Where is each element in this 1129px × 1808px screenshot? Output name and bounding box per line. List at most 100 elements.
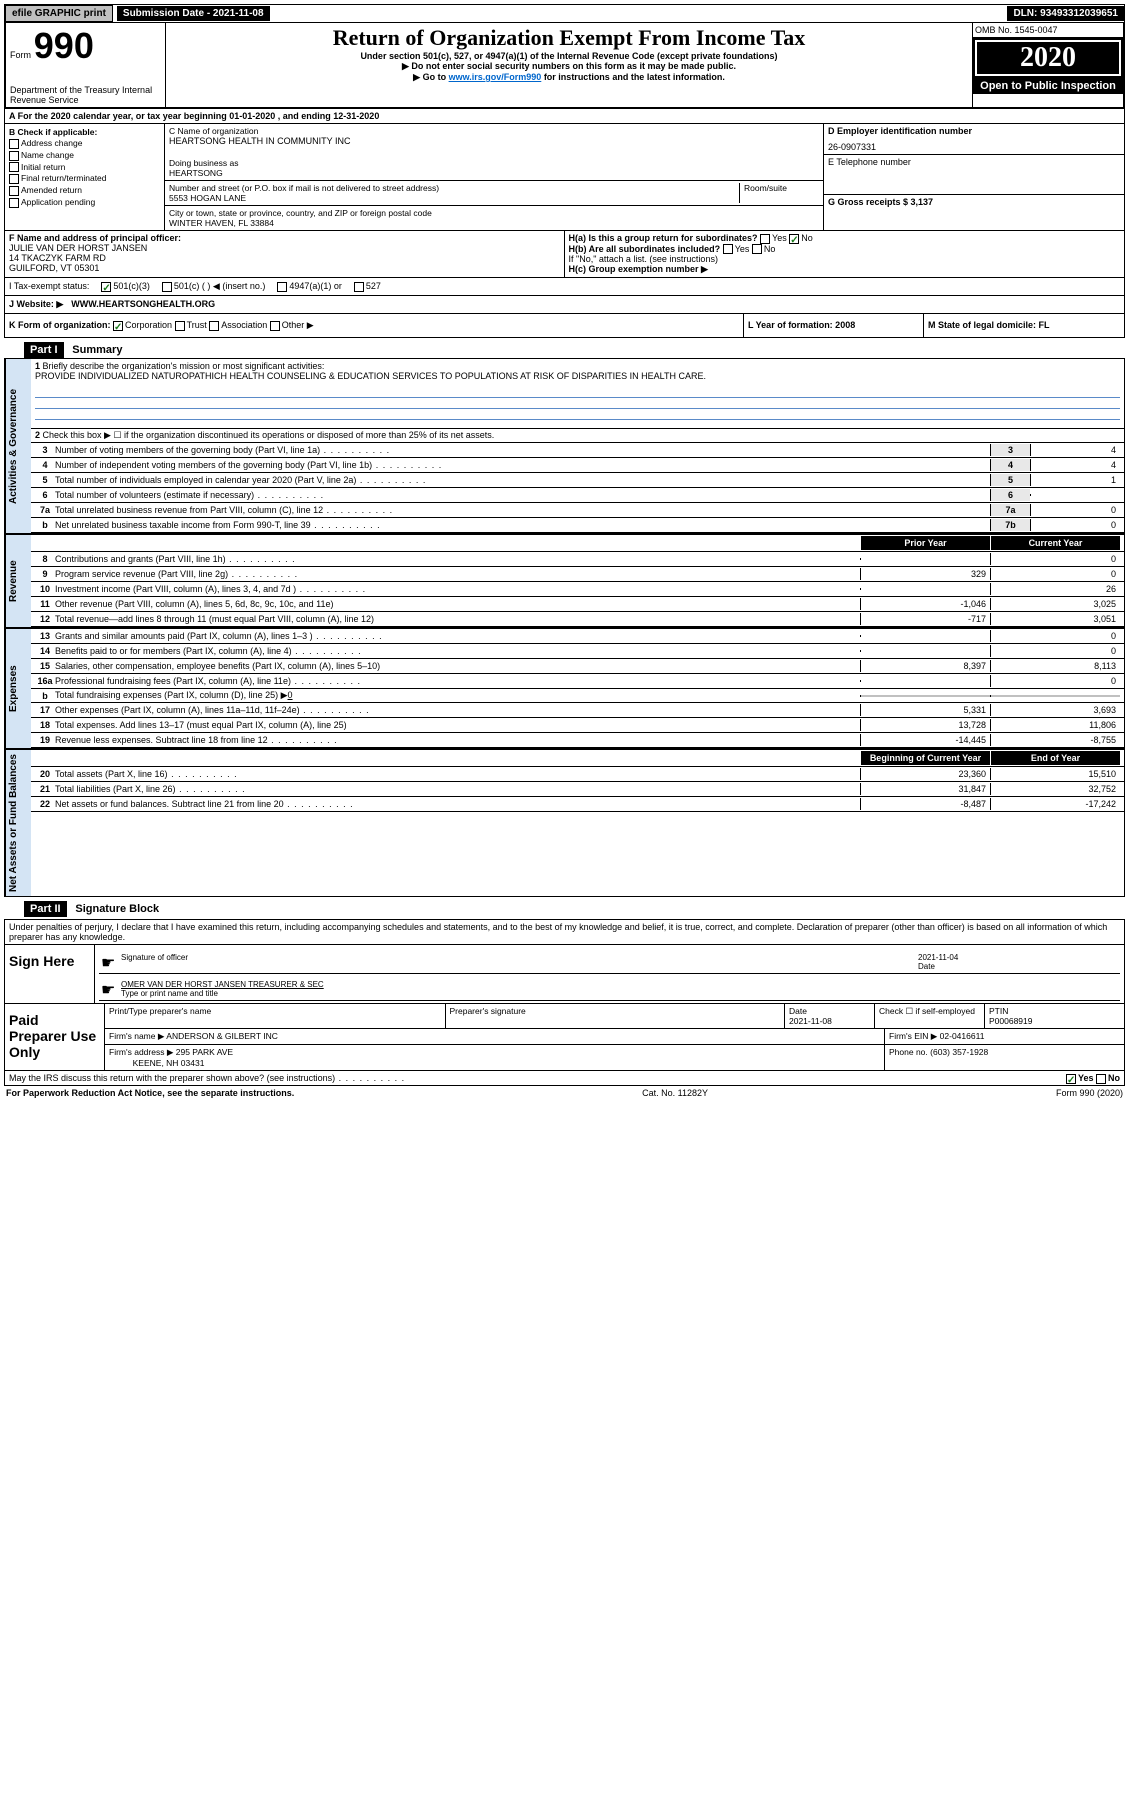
l19-current: -8,755 bbox=[990, 734, 1120, 746]
other-label: Other ▶ bbox=[282, 320, 314, 330]
firm-addr-label: Firm's address ▶ bbox=[109, 1047, 173, 1057]
discuss-no-checkbox[interactable] bbox=[1096, 1074, 1106, 1084]
l21-prior: 31,847 bbox=[860, 783, 990, 795]
prep-date-label: Date bbox=[789, 1006, 807, 1016]
l9-label: Program service revenue (Part VIII, line… bbox=[55, 569, 860, 579]
l2-text: Check this box ▶ ☐ if the organization d… bbox=[43, 430, 495, 440]
l15-label: Salaries, other compensation, employee b… bbox=[55, 661, 860, 671]
l15-current: 8,113 bbox=[990, 660, 1120, 672]
end-year-hdr: End of Year bbox=[990, 751, 1120, 765]
l18-prior: 13,728 bbox=[860, 719, 990, 731]
sig-officer-label: Signature of officer bbox=[121, 953, 918, 973]
amended-return-checkbox[interactable] bbox=[9, 186, 19, 196]
l19-prior: -14,445 bbox=[860, 734, 990, 746]
paperwork-notice: For Paperwork Reduction Act Notice, see … bbox=[6, 1088, 294, 1098]
hb-yes-checkbox[interactable] bbox=[723, 244, 733, 254]
initial-return-checkbox[interactable] bbox=[9, 162, 19, 172]
firm-addr2: KEENE, NH 03431 bbox=[133, 1058, 205, 1068]
expenses-section: Expenses 13Grants and similar amounts pa… bbox=[4, 628, 1125, 749]
part1-header: Part I bbox=[24, 342, 64, 358]
firm-name-label: Firm's name ▶ bbox=[109, 1031, 164, 1041]
b-label: B Check if applicable: bbox=[9, 127, 97, 137]
name-change-checkbox[interactable] bbox=[9, 151, 19, 161]
other-checkbox[interactable] bbox=[270, 321, 280, 331]
type-name-label: Type or print name and title bbox=[121, 989, 218, 998]
ha-yes-label: Yes bbox=[772, 233, 787, 243]
gov-tab: Activities & Governance bbox=[5, 359, 31, 533]
ha-no-checkbox[interactable] bbox=[789, 234, 799, 244]
exp-tab: Expenses bbox=[5, 629, 31, 748]
l4-value: 4 bbox=[1030, 459, 1120, 471]
address-change-label: Address change bbox=[21, 138, 82, 148]
l16a-prior bbox=[860, 680, 990, 682]
l8-prior bbox=[860, 558, 990, 560]
501c3-checkbox[interactable] bbox=[101, 282, 111, 292]
net-tab: Net Assets or Fund Balances bbox=[5, 750, 31, 896]
form-number: 990 bbox=[34, 25, 94, 66]
phone-value: (603) 357-1928 bbox=[930, 1047, 988, 1057]
hb-no-checkbox[interactable] bbox=[752, 244, 762, 254]
form-footer: Form 990 (2020) bbox=[1056, 1088, 1123, 1098]
l20-current: 15,510 bbox=[990, 768, 1120, 780]
l7a-label: Total unrelated business revenue from Pa… bbox=[55, 505, 990, 515]
assoc-checkbox[interactable] bbox=[209, 321, 219, 331]
c-label: C Name of organization bbox=[169, 126, 819, 136]
501c-checkbox[interactable] bbox=[162, 282, 172, 292]
g-gross-receipts: G Gross receipts $ 3,137 bbox=[828, 197, 933, 207]
activities-governance: Activities & Governance 1 Briefly descri… bbox=[4, 358, 1125, 534]
current-year-hdr: Current Year bbox=[990, 536, 1120, 550]
e-label: E Telephone number bbox=[828, 157, 1120, 167]
corp-checkbox[interactable] bbox=[113, 321, 123, 331]
officer-addr1: 14 TKACZYK FARM RD bbox=[9, 253, 560, 263]
final-return-checkbox[interactable] bbox=[9, 174, 19, 184]
website-row: J Website: ▶ WWW.HEARTSONGHEALTH.ORG bbox=[4, 296, 1125, 314]
firm-ein-value: 02-0416611 bbox=[940, 1031, 985, 1041]
ha-yes-checkbox[interactable] bbox=[760, 234, 770, 244]
trust-label: Trust bbox=[187, 320, 207, 330]
l12-label: Total revenue—add lines 8 through 11 (mu… bbox=[55, 614, 860, 624]
hb-label: H(b) Are all subordinates included? bbox=[569, 244, 721, 254]
l17-label: Other expenses (Part IX, column (A), lin… bbox=[55, 705, 860, 715]
discuss-yes-checkbox[interactable] bbox=[1066, 1074, 1076, 1084]
l19-label: Revenue less expenses. Subtract line 18 … bbox=[55, 735, 860, 745]
sig-date-value: 2021-11-04 bbox=[918, 953, 958, 962]
discuss-no-label: No bbox=[1108, 1073, 1120, 1083]
k-label: K Form of organization: bbox=[9, 320, 111, 330]
amended-return-label: Amended return bbox=[21, 185, 82, 195]
address-change-checkbox[interactable] bbox=[9, 139, 19, 149]
l11-prior: -1,046 bbox=[860, 598, 990, 610]
efile-link[interactable]: efile GRAPHIC print bbox=[5, 5, 113, 22]
l16b-label: Total fundraising expenses (Part IX, col… bbox=[55, 690, 288, 700]
section-d-g: D Employer identification number 26-0907… bbox=[824, 124, 1124, 230]
ein-value: 26-0907331 bbox=[828, 142, 1120, 152]
4947-label: 4947(a)(1) or bbox=[289, 281, 342, 291]
subtitle-3-post: for instructions and the latest informat… bbox=[544, 72, 725, 82]
l7a-value: 0 bbox=[1030, 504, 1120, 516]
527-checkbox[interactable] bbox=[354, 282, 364, 292]
net-assets-section: Net Assets or Fund Balances Beginning of… bbox=[4, 749, 1125, 897]
open-inspection: Open to Public Inspection bbox=[973, 78, 1123, 94]
l9-prior: 329 bbox=[860, 568, 990, 580]
l21-current: 32,752 bbox=[990, 783, 1120, 795]
l14-current: 0 bbox=[990, 645, 1120, 657]
l6-label: Total number of volunteers (estimate if … bbox=[55, 490, 990, 500]
hb-no-label: No bbox=[764, 244, 776, 254]
firm-addr1: 295 PARK AVE bbox=[176, 1047, 233, 1057]
4947-checkbox[interactable] bbox=[277, 282, 287, 292]
application-pending-checkbox[interactable] bbox=[9, 198, 19, 208]
submission-date: Submission Date - 2021-11-08 bbox=[117, 6, 270, 21]
form-word: Form bbox=[10, 50, 31, 60]
l15-prior: 8,397 bbox=[860, 660, 990, 672]
irs-link[interactable]: www.irs.gov/Form990 bbox=[449, 72, 542, 82]
l22-current: -17,242 bbox=[990, 798, 1120, 810]
trust-checkbox[interactable] bbox=[175, 321, 185, 331]
l11-label: Other revenue (Part VIII, column (A), li… bbox=[55, 599, 860, 609]
assoc-label: Association bbox=[221, 320, 267, 330]
l13-prior bbox=[860, 635, 990, 637]
l22-prior: -8,487 bbox=[860, 798, 990, 810]
l20-prior: 23,360 bbox=[860, 768, 990, 780]
city-value: WINTER HAVEN, FL 33884 bbox=[169, 218, 819, 228]
org-name: HEARTSONG HEALTH IN COMMUNITY INC bbox=[169, 136, 819, 146]
l18-current: 11,806 bbox=[990, 719, 1120, 731]
website-value: WWW.HEARTSONGHEALTH.ORG bbox=[71, 299, 215, 310]
